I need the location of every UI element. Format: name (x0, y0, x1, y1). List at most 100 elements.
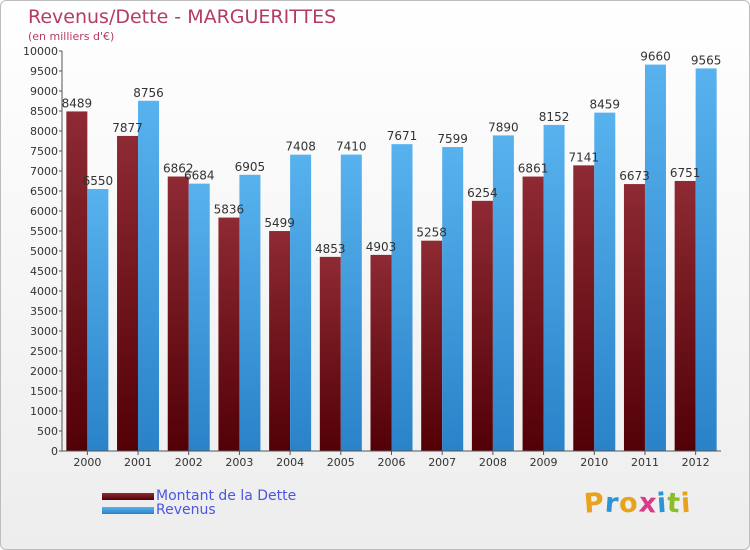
bar-dette (421, 240, 443, 451)
bar-label-dette: 6751 (670, 166, 701, 180)
logo-letter: P (582, 487, 606, 520)
bar-revenus (543, 124, 565, 452)
bar-label-revenus: 7890 (488, 120, 519, 134)
bars-group (66, 64, 717, 452)
bar-label-dette: 4903 (366, 240, 397, 254)
bar-revenus (492, 135, 514, 451)
bar-label-dette: 8489 (62, 96, 93, 110)
y-tick-label: 10000 (23, 45, 58, 58)
bar-label-dette: 6861 (518, 162, 549, 176)
y-tick-label: 5000 (30, 245, 58, 258)
x-tick-label: 2009 (530, 456, 558, 469)
bar-dette (674, 180, 696, 451)
y-tick-label: 5500 (30, 225, 58, 238)
bar-label-revenus: 7410 (336, 140, 367, 154)
bar-label-revenus: 6684 (184, 169, 215, 183)
logo-letter: x (637, 487, 659, 520)
y-tick-label: 1500 (30, 385, 58, 398)
y-tick-label: 7000 (30, 165, 58, 178)
bar-dette (471, 200, 493, 451)
x-tick-label: 2004 (276, 456, 304, 469)
bar-revenus (594, 112, 616, 451)
proxiti-logo: Proxiti (582, 487, 693, 520)
y-tick-label: 6000 (30, 205, 58, 218)
bar-label-revenus: 7671 (387, 129, 418, 143)
bar-dette (573, 165, 595, 452)
bar-label-dette: 6254 (467, 186, 498, 200)
x-tick-label: 2007 (428, 456, 456, 469)
chart-subtitle: (en milliers d'€) (28, 30, 115, 43)
logo-letter: i (680, 487, 693, 520)
bar-dette (66, 111, 88, 451)
y-tick-label: 8500 (30, 105, 58, 118)
legend-label-dette: Montant de la Dette (156, 488, 297, 504)
bar-revenus (644, 64, 666, 451)
x-tick-label: 2002 (175, 456, 203, 469)
bar-label-revenus: 6550 (83, 174, 114, 188)
bar-label-dette: 7141 (568, 150, 599, 164)
y-tick-label: 9500 (30, 65, 58, 78)
bar-dette (167, 176, 189, 451)
legend-swatch-dette (102, 493, 154, 500)
x-tick-label: 2000 (73, 456, 101, 469)
bar-revenus (87, 189, 109, 451)
y-tick-label: 9000 (30, 85, 58, 98)
bar-revenus (138, 100, 160, 451)
x-tick-label: 2012 (682, 456, 710, 469)
y-tick-label: 3000 (30, 325, 58, 338)
bar-dette (269, 231, 291, 451)
x-tick-label: 2010 (580, 456, 608, 469)
bar-label-dette: 5499 (264, 216, 295, 230)
y-tick-label: 4000 (30, 285, 58, 298)
bar-label-revenus: 9660 (640, 50, 671, 64)
bar-label-revenus: 7599 (437, 132, 468, 146)
x-tick-label: 2003 (225, 456, 253, 469)
x-axis: 2000 2001 2002 2003 2004 2005 2006 2007 2008 2009… (62, 450, 721, 469)
y-tick-label: 2000 (30, 365, 58, 378)
x-tick-label: 2001 (124, 456, 152, 469)
chart-title: Revenus/Dette - MARGUERITTES (28, 6, 337, 28)
y-tick-label: 3500 (30, 305, 58, 318)
bar-label-dette: 4853 (315, 242, 346, 256)
bar-dette (218, 217, 240, 451)
bar-label-revenus: 8756 (133, 86, 164, 100)
bar-dette (623, 184, 645, 451)
y-tick-label: 2500 (30, 345, 58, 358)
bar-label-dette: 6673 (619, 169, 650, 183)
bar-revenus (695, 68, 717, 452)
bar-label-dette: 7877 (112, 121, 143, 135)
bar-dette (370, 254, 392, 451)
bar-label-revenus: 8152 (539, 110, 570, 124)
bar-label-revenus: 6905 (235, 160, 266, 174)
y-tick-label: 0 (51, 445, 58, 458)
bar-dette (117, 135, 139, 452)
x-tick-label: 2011 (631, 456, 659, 469)
bar-revenus (340, 154, 362, 451)
y-tick-label: 4500 (30, 265, 58, 278)
bar-label-revenus: 9565 (691, 53, 722, 67)
bar-dette (522, 176, 544, 451)
bar-revenus (239, 174, 261, 452)
bar-label-dette: 5258 (416, 226, 447, 240)
bar-label-dette: 6862 (163, 162, 194, 176)
legend-label-revenus: Revenus (156, 502, 216, 518)
x-tick-label: 2005 (327, 456, 355, 469)
y-tick-label: 1000 (30, 405, 58, 418)
x-tick-label: 2006 (378, 456, 406, 469)
bar-label-revenus: 8459 (589, 98, 620, 112)
bar-revenus (290, 154, 312, 451)
bar-revenus (188, 183, 210, 451)
y-axis: 0 500 1000 1500 2000 2500 3000 3500 4000 4500 5000… (23, 45, 63, 458)
bar-label-revenus: 7408 (285, 140, 316, 154)
bar-dette (319, 256, 341, 451)
y-tick-label: 500 (37, 425, 58, 438)
legend-swatch-revenus (102, 507, 154, 514)
y-tick-label: 8000 (30, 125, 58, 138)
bar-revenus (391, 144, 413, 451)
x-tick-label: 2008 (479, 456, 507, 469)
y-tick-label: 6500 (30, 185, 58, 198)
bar-label-dette: 5836 (214, 203, 245, 217)
